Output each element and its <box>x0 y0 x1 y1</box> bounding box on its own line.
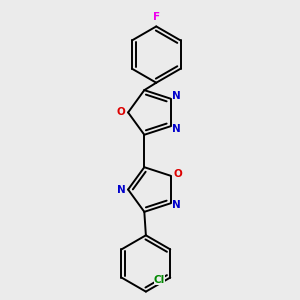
Text: N: N <box>172 200 181 210</box>
Text: N: N <box>118 184 126 194</box>
Text: N: N <box>172 124 181 134</box>
Text: F: F <box>153 12 160 22</box>
Text: O: O <box>173 169 182 179</box>
Text: Cl: Cl <box>154 275 165 285</box>
Text: O: O <box>117 107 126 118</box>
Text: N: N <box>172 91 181 101</box>
